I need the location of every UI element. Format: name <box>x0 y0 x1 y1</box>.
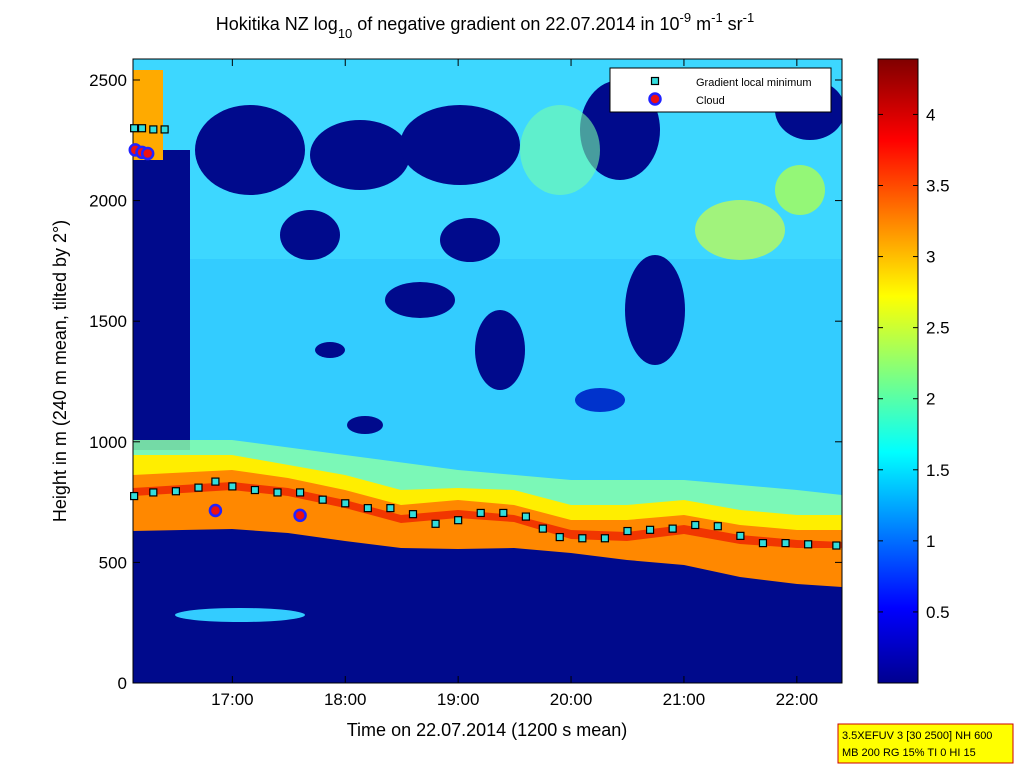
title-part: m <box>691 14 711 34</box>
gradient-point <box>736 531 745 540</box>
gradient-point <box>137 124 147 133</box>
colorbar-tick-label: 0.5 <box>926 603 950 622</box>
heatmap <box>133 59 842 683</box>
x-axis-label: Time on 22.07.2014 (1200 s mean) <box>347 720 628 740</box>
y-tick-label: 1000 <box>89 433 127 452</box>
gradient-point <box>713 522 722 531</box>
y-tick-label: 1500 <box>89 312 127 331</box>
cloud-point <box>208 503 223 518</box>
gradient-point <box>408 510 418 519</box>
gradient-point <box>295 488 305 497</box>
gradient-point <box>538 524 547 533</box>
gradient-point <box>804 540 813 549</box>
y-tick-label: 0 <box>118 674 127 693</box>
x-tick-label: 18:00 <box>324 690 367 709</box>
title-part: sr <box>723 14 743 34</box>
info-box: 3.5XEFUV 3 [30 2500] NH 600 MB 200 RG 15… <box>837 723 1014 764</box>
gradient-point <box>318 495 327 504</box>
gradient-point <box>341 499 350 508</box>
gradient-point <box>499 508 508 518</box>
gradient-point <box>476 508 485 518</box>
title-part: of negative gradient on 22.07.2014 in 10 <box>352 14 679 34</box>
y-tick-label: 500 <box>99 553 127 572</box>
gradient-point <box>211 477 220 486</box>
title-sup: -9 <box>680 10 692 25</box>
y-tick-label: 2000 <box>89 192 127 211</box>
title-part: Hokitika NZ log <box>216 14 338 34</box>
colorbar-tick-label: 1.5 <box>926 461 950 480</box>
gradient-point <box>130 491 139 501</box>
colorbar-tick-label: 2.5 <box>926 319 950 338</box>
gradient-point <box>194 483 203 492</box>
gradient-point <box>781 539 790 548</box>
gradient-point <box>250 485 260 495</box>
info-line: 3.5XEFUV 3 [30 2500] NH 600 <box>842 730 992 742</box>
gradient-point <box>600 534 610 543</box>
gradient-point <box>386 504 395 513</box>
legend-label: Gradient local minimum <box>696 77 812 89</box>
gradient-point <box>832 541 841 550</box>
chart-title: Hokitika NZ log10 of negative gradient o… <box>216 10 754 41</box>
y-axis-label: Height in m (240 m mean, tilted by 2°) <box>50 220 70 522</box>
cloud-point <box>293 508 307 523</box>
x-tick-label: 22:00 <box>776 690 819 709</box>
gradient-point <box>691 520 700 530</box>
title-sub: 10 <box>338 26 352 41</box>
gradient-point <box>578 534 587 543</box>
gradient-point <box>149 125 158 134</box>
y-tick-label: 2500 <box>89 71 127 90</box>
legend-marker <box>650 76 660 86</box>
x-tick-label: 19:00 <box>437 690 480 709</box>
gradient-point <box>623 526 632 536</box>
legend: Gradient local minimum Cloud <box>609 67 832 113</box>
colorbar-tick-label: 2 <box>926 390 935 409</box>
gradient-point <box>758 539 768 548</box>
colorbar <box>877 58 919 684</box>
gradient-point <box>363 504 372 513</box>
gradient-point <box>521 512 530 521</box>
colorbar-tick-label: 3.5 <box>926 177 950 196</box>
plot-frame <box>132 58 843 684</box>
gradient-point <box>431 519 440 528</box>
gradient-point <box>130 124 139 133</box>
gradient-point <box>668 524 677 533</box>
colorbar-tick-label: 1 <box>926 532 935 551</box>
cloud-point <box>140 146 155 161</box>
legend-label: Cloud <box>696 95 725 107</box>
gradient-point <box>171 487 181 496</box>
gradient-point <box>555 532 564 542</box>
title-sup: -1 <box>711 10 723 25</box>
gradient-point <box>273 488 282 497</box>
colorbar-tick-label: 4 <box>926 105 935 124</box>
gradient-point <box>149 488 158 497</box>
gradient-point <box>454 516 463 525</box>
gradient-point <box>228 482 237 491</box>
title-sup: -1 <box>743 10 755 25</box>
x-tick-label: 21:00 <box>663 690 706 709</box>
gradient-point <box>645 525 655 534</box>
legend-marker <box>648 92 662 106</box>
x-tick-label: 17:00 <box>211 690 254 709</box>
colorbar-tick-label: 3 <box>926 248 935 267</box>
x-tick-label: 20:00 <box>550 690 593 709</box>
info-line: MB 200 RG 15% TI 0 HI 15 <box>842 747 976 759</box>
gradient-point <box>160 125 169 134</box>
